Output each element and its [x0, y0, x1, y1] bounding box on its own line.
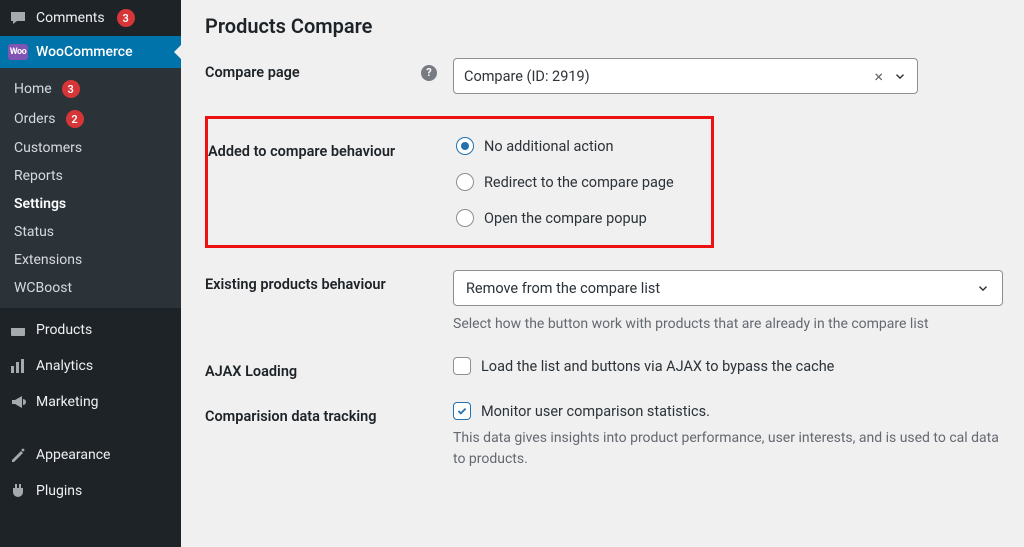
submenu-label: Orders — [14, 111, 56, 127]
sidebar-item-comments[interactable]: Comments 3 — [0, 0, 181, 36]
compare-page-value: Compare (ID: 2919) — [464, 68, 590, 85]
submenu-label: Settings — [14, 196, 66, 212]
submenu-item-orders[interactable]: Orders 2 — [0, 104, 181, 134]
plugins-icon — [8, 481, 28, 501]
submenu-label: Extensions — [14, 252, 82, 268]
label-compare-page: Compare page ? — [205, 58, 453, 81]
help-icon[interactable]: ? — [421, 65, 437, 81]
sidebar-lower-group: Products Analytics Marketing — [0, 308, 181, 420]
radio-icon — [456, 173, 474, 191]
label-tracking: Comparision data tracking — [205, 402, 453, 425]
radio-label: Redirect to the compare page — [484, 174, 674, 191]
sidebar-label-plugins: Plugins — [36, 483, 82, 499]
ajax-checkbox[interactable]: Load the list and buttons via AJAX to by… — [453, 357, 1004, 375]
radio-icon — [456, 209, 474, 227]
checkbox-icon — [453, 357, 471, 375]
sidebar-item-appearance[interactable]: Appearance — [0, 437, 181, 473]
radio-no-action[interactable]: No additional action — [456, 137, 691, 155]
tracking-checkbox[interactable]: Monitor user comparison statistics. — [453, 402, 1004, 420]
woocommerce-icon: Woo — [8, 44, 28, 60]
submenu-label: Reports — [14, 168, 63, 184]
submenu-item-reports[interactable]: Reports — [0, 162, 181, 190]
row-tracking: Comparision data tracking Monitor user c… — [205, 402, 1024, 470]
submenu-item-status[interactable]: Status — [0, 218, 181, 246]
radio-icon — [456, 137, 474, 155]
chevron-down-icon — [893, 69, 907, 83]
clear-icon[interactable]: × — [870, 67, 887, 86]
radio-label: No additional action — [484, 138, 614, 155]
label-text: Compare page — [205, 64, 300, 81]
sidebar-label-products: Products — [36, 322, 92, 338]
comments-badge: 3 — [117, 9, 135, 27]
behaviour-radio-group: No additional action Redirect to the com… — [456, 137, 691, 227]
sidebar-label-marketing: Marketing — [36, 394, 99, 410]
row-behaviour: Added to compare behaviour No additional… — [208, 137, 711, 227]
sidebar-item-products[interactable]: Products — [0, 312, 181, 348]
label-text: Existing products behaviour — [205, 276, 386, 293]
radio-label: Open the compare popup — [484, 210, 647, 227]
sidebar-item-marketing[interactable]: Marketing — [0, 384, 181, 420]
settings-main: Products Compare Compare page ? Compare … — [181, 0, 1024, 547]
sidebar-item-analytics[interactable]: Analytics — [0, 348, 181, 384]
page-title: Products Compare — [205, 14, 1024, 38]
radio-redirect[interactable]: Redirect to the compare page — [456, 173, 691, 191]
row-existing-behaviour: Existing products behaviour Remove from … — [205, 270, 1024, 335]
submenu-label: Customers — [14, 140, 82, 156]
label-text: AJAX Loading — [205, 363, 297, 380]
sidebar-label-comments: Comments — [36, 10, 105, 26]
submenu-badge-orders: 2 — [66, 110, 84, 128]
comments-icon — [8, 8, 28, 28]
existing-behaviour-select[interactable]: Remove from the compare list — [453, 270, 1003, 306]
existing-desc: Select how the button work with products… — [453, 314, 1004, 335]
submenu-item-extensions[interactable]: Extensions — [0, 246, 181, 274]
analytics-icon — [8, 356, 28, 376]
submenu-badge-home: 3 — [62, 80, 80, 98]
woocommerce-submenu: Home 3 Orders 2 Customers Reports Settin… — [0, 68, 181, 308]
sidebar-label-analytics: Analytics — [36, 358, 93, 374]
compare-page-select[interactable]: Compare (ID: 2919) × — [453, 58, 918, 94]
label-text: Comparision data tracking — [205, 408, 377, 425]
sidebar-label-appearance: Appearance — [36, 447, 110, 463]
row-ajax: AJAX Loading Load the list and buttons v… — [205, 357, 1024, 380]
admin-sidebar: Comments 3 Woo WooCommerce Home 3 Orders… — [0, 0, 181, 547]
products-icon — [8, 320, 28, 340]
label-behaviour: Added to compare behaviour — [208, 137, 456, 160]
submenu-item-settings[interactable]: Settings — [0, 190, 181, 218]
label-ajax: AJAX Loading — [205, 357, 453, 380]
sidebar-item-woocommerce[interactable]: Woo WooCommerce — [0, 36, 181, 68]
checkbox-icon — [453, 402, 471, 420]
label-existing: Existing products behaviour — [205, 270, 453, 293]
marketing-icon — [8, 392, 28, 412]
radio-popup[interactable]: Open the compare popup — [456, 209, 691, 227]
submenu-item-home[interactable]: Home 3 — [0, 74, 181, 104]
sidebar-item-plugins[interactable]: Plugins — [0, 473, 181, 509]
sidebar-lower-group2: Appearance Plugins — [0, 425, 181, 509]
submenu-item-wcboost[interactable]: WCBoost — [0, 274, 181, 302]
tracking-desc: This data gives insights into product pe… — [453, 428, 1004, 470]
ajax-checkbox-label: Load the list and buttons via AJAX to by… — [481, 358, 834, 375]
submenu-label: Home — [14, 81, 52, 97]
sidebar-label-woocommerce: WooCommerce — [36, 44, 133, 60]
row-compare-page: Compare page ? Compare (ID: 2919) × — [205, 58, 1024, 94]
tracking-checkbox-label: Monitor user comparison statistics. — [481, 403, 710, 420]
existing-value: Remove from the compare list — [466, 280, 660, 297]
appearance-icon — [8, 445, 28, 465]
submenu-label: WCBoost — [14, 280, 72, 296]
label-text: Added to compare behaviour — [208, 143, 395, 160]
chevron-down-icon — [976, 281, 990, 295]
highlight-box: Added to compare behaviour No additional… — [205, 116, 714, 248]
submenu-item-customers[interactable]: Customers — [0, 134, 181, 162]
submenu-label: Status — [14, 224, 54, 240]
